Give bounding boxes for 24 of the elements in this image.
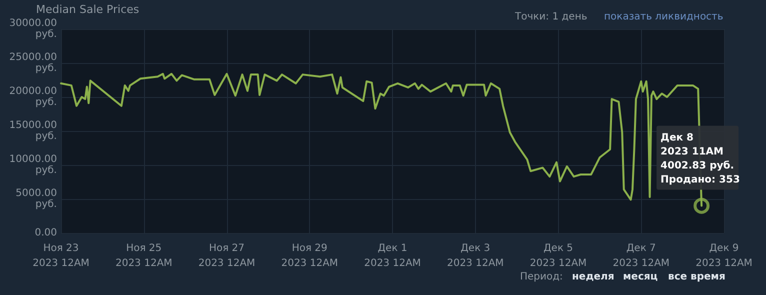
x-tick-label: Дек 1 2023 12AM [364,243,421,269]
text: показать ликвидность [604,12,724,22]
text: Точки: 1 день [514,12,588,22]
y-tick-label: 25000.00 руб. [9,52,57,74]
text: все время [668,272,726,282]
x-tick-label: Ноя 29 2023 12AM [281,243,338,269]
y-tick-label: 0.00 [34,228,57,238]
x-tick-label: Дек 7 2023 12AM [612,243,670,269]
y-tick-label: 5000.00 руб. [16,188,57,210]
x-tick-label: Ноя 23 2023 12AM [32,243,90,269]
text: Период: [520,272,563,282]
text: месяц [623,272,658,282]
text: неделя [572,272,614,282]
annotation: Дек 8 2023 11AM 4002.83 руб. Продано: 353 [660,132,740,186]
y-tick-label: 15000.00 руб. [9,120,57,142]
x-tick-label: Ноя 27 2023 12AM [198,243,256,269]
x-tick-label: Дек 5 2023 12AM [530,243,587,269]
y-tick-label: 30000.00 руб. [9,18,57,40]
x-tick-label: Дек 3 2023 12AM [446,243,504,269]
x-tick-label: Ноя 25 2023 12AM [115,243,172,269]
y-tick-label: 10000.00 руб. [9,154,57,176]
x-tick-label: Дек 9 2023 12AM [696,243,752,269]
y-tick-label: 20000.00 руб. [9,86,57,108]
chart-title: Median Sale Prices [36,3,140,16]
